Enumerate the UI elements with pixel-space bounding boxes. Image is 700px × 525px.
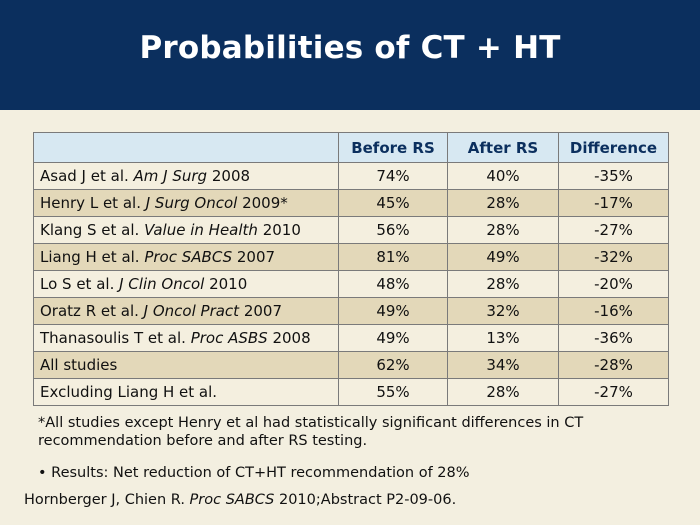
difference-cell: -27% (558, 216, 669, 244)
title-banner (0, 0, 700, 110)
reference-authors: Hornberger J, Chien R. (24, 492, 190, 508)
after-rs-cell: 28% (447, 189, 559, 217)
before-rs-cell: 62% (338, 351, 448, 379)
table-row: Asad J et al. Am J Surg 2008 74% 40% -35% (33, 162, 669, 190)
study-journal: J Oncol Pract (143, 302, 240, 320)
study-year: 2008 (267, 329, 311, 347)
study-year: 2010 (257, 221, 301, 239)
study-author: Liang H et al. (40, 248, 145, 266)
study-journal: Proc ASBS (190, 329, 268, 347)
study-cell: Lo S et al. J Clin Oncol 2010 (33, 270, 339, 298)
difference-cell: -20% (558, 270, 669, 298)
table-row: Excluding Liang H et al. 55% 28% -27% (33, 378, 669, 406)
results-bullet: • Results: Net reduction of CT+HT recomm… (38, 465, 470, 481)
header-after-rs: After RS (447, 132, 559, 163)
study-cell: Liang H et al. Proc SABCS 2007 (33, 243, 339, 271)
table-header-row: Before RS After RS Difference (33, 132, 669, 163)
difference-cell: -28% (558, 351, 669, 379)
study-author: Lo S et al. (40, 275, 120, 293)
study-journal: Proc SABCS (144, 248, 233, 266)
difference-cell: -16% (558, 297, 669, 325)
before-rs-cell: 55% (338, 378, 448, 406)
study-cell: All studies (33, 351, 339, 379)
before-rs-cell: 81% (338, 243, 448, 271)
study-cell: Henry L et al. J Surg Oncol 2009* (33, 189, 339, 217)
study-author: Asad J et al. (40, 167, 134, 185)
study-journal: J Clin Oncol (119, 275, 205, 293)
reference-journal: Proc SABCS (189, 492, 275, 508)
study-cell: Oratz R et al. J Oncol Pract 2007 (33, 297, 339, 325)
header-before-rs: Before RS (338, 132, 448, 163)
after-rs-cell: 40% (447, 162, 559, 190)
before-rs-cell: 74% (338, 162, 448, 190)
table-row: All studies 62% 34% -28% (33, 351, 669, 379)
study-cell: Asad J et al. Am J Surg 2008 (33, 162, 339, 190)
reference: Hornberger J, Chien R. Proc SABCS 2010;A… (24, 492, 456, 508)
table-row: Klang S et al. Value in Health 2010 56% 28… (33, 216, 669, 244)
after-rs-cell: 28% (447, 216, 559, 244)
after-rs-cell: 32% (447, 297, 559, 325)
after-rs-cell: 28% (447, 378, 559, 406)
study-author: All studies (40, 356, 118, 374)
table-row: Liang H et al. Proc SABCS 2007 81% 49% -32% (33, 243, 669, 271)
slide-title: Probabilities of CT + HT (139, 30, 561, 66)
study-year: 2007 (239, 302, 283, 320)
difference-cell: -32% (558, 243, 669, 271)
after-rs-cell: 13% (447, 324, 559, 352)
study-cell: Excluding Liang H et al. (33, 378, 339, 406)
before-rs-cell: 56% (338, 216, 448, 244)
after-rs-cell: 28% (447, 270, 559, 298)
before-rs-cell: 48% (338, 270, 448, 298)
table-row: Henry L et al. J Surg Oncol 2009* 45% 28% -… (33, 189, 669, 217)
study-cell: Klang S et al. Value in Health 2010 (33, 216, 339, 244)
study-journal: Value in Health (144, 221, 258, 239)
difference-cell: -27% (558, 378, 669, 406)
difference-cell: -36% (558, 324, 669, 352)
before-rs-cell: 49% (338, 324, 448, 352)
before-rs-cell: 49% (338, 297, 448, 325)
table-row: Lo S et al. J Clin Oncol 2010 48% 28% -20% (33, 270, 669, 298)
study-journal: Am J Surg (133, 167, 208, 185)
study-year: 2007 (232, 248, 276, 266)
results-table: Before RS After RS Difference Asad J et … (33, 132, 669, 406)
footnote: *All studies except Henry et al had stat… (38, 415, 584, 449)
study-year: 2009* (237, 194, 288, 212)
table-row: Oratz R et al. J Oncol Pract 2007 49% 32% -… (33, 297, 669, 325)
study-year: 2010 (204, 275, 248, 293)
study-author: Thanasoulis T et al. (40, 329, 191, 347)
study-journal: J Surg Oncol (145, 194, 238, 212)
study-author: Henry L et al. (40, 194, 146, 212)
study-author: Excluding Liang H et al. (40, 383, 218, 401)
reference-rest: 2010;Abstract P2-09-06. (274, 492, 457, 508)
header-study (33, 132, 339, 163)
study-cell: Thanasoulis T et al. Proc ASBS 2008 (33, 324, 339, 352)
study-year: 2008 (207, 167, 251, 185)
difference-cell: -17% (558, 189, 669, 217)
study-author: Oratz R et al. (40, 302, 144, 320)
before-rs-cell: 45% (338, 189, 448, 217)
after-rs-cell: 34% (447, 351, 559, 379)
difference-cell: -35% (558, 162, 669, 190)
header-difference: Difference (558, 132, 669, 163)
table-row: Thanasoulis T et al. Proc ASBS 2008 49% 13… (33, 324, 669, 352)
study-author: Klang S et al. (40, 221, 145, 239)
after-rs-cell: 49% (447, 243, 559, 271)
